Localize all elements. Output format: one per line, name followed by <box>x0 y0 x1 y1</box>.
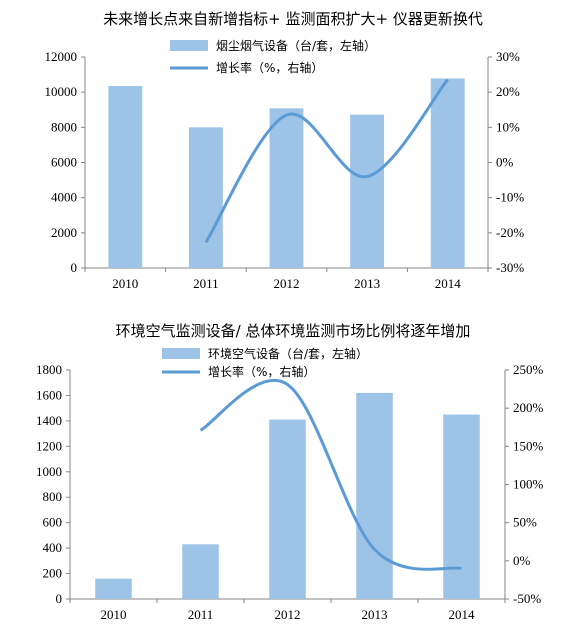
legend-bar-swatch <box>170 40 208 51</box>
left-axis-tick-label: 600 <box>43 515 63 530</box>
left-axis-tick-label: 1400 <box>36 413 62 428</box>
chart-title: 未来增长点来自新增指标+ 监测面积扩大+ 仪器更新换代 <box>103 10 483 28</box>
legend-bar-swatch <box>162 348 200 359</box>
bar <box>350 114 385 268</box>
bar <box>269 108 304 269</box>
right-axis-tick-label: 0% <box>496 155 514 170</box>
left-axis-tick-label: 1000 <box>36 464 62 479</box>
right-axis-tick-label: 30% <box>496 49 520 64</box>
bar <box>182 544 219 599</box>
left-axis-tick-label: 1600 <box>36 387 62 402</box>
right-axis-tick-label: 0% <box>513 553 531 568</box>
bar <box>269 419 306 599</box>
x-axis-tick-label: 2012 <box>275 607 301 622</box>
left-axis-tick-label: 12000 <box>45 49 78 64</box>
legend-bar-label: 烟尘烟气设备（台/套，左轴） <box>216 38 376 53</box>
legend-line-label: 增长率（%，右轴） <box>208 364 315 379</box>
x-axis-tick-label: 2011 <box>193 276 219 291</box>
x-axis-tick-label: 2010 <box>101 607 127 622</box>
left-axis-tick-label: 0 <box>56 591 63 606</box>
bar <box>356 392 393 599</box>
left-axis-tick-label: 6000 <box>51 155 77 170</box>
right-axis-tick-label: -30% <box>496 260 524 275</box>
left-axis-tick-label: 8000 <box>51 119 77 134</box>
right-axis-tick-label: 10% <box>496 119 520 134</box>
chart-canvas: 0 200 400 600 800 1000 1200 1400 1600 1800 -50% 0% 5… <box>36 346 544 622</box>
x-axis-tick-label: 2012 <box>274 276 300 291</box>
left-axis-tick-label: 4000 <box>51 190 77 205</box>
right-axis-tick-label: -20% <box>496 225 524 240</box>
left-axis-tick-label: 0 <box>71 260 78 275</box>
chart-ambient-air-equipment: 环境空气监测设备/ 总体环境监测市场比例将逐年增加 0 200 400 600 800 1… <box>0 312 586 631</box>
x-axis-tick-label: 2013 <box>362 607 388 622</box>
x-axis-tick-label: 2010 <box>112 276 138 291</box>
bar <box>430 78 465 269</box>
x-axis-tick-label: 2014 <box>449 607 476 622</box>
bar <box>95 578 132 599</box>
right-axis-tick-label: 50% <box>513 515 537 530</box>
growth-rate-line <box>199 378 462 571</box>
right-axis-tick-label: 200% <box>513 400 544 415</box>
left-axis-tick-label: 2000 <box>51 225 77 240</box>
bar <box>188 127 223 268</box>
bar <box>108 86 143 268</box>
left-axis-tick-label: 10000 <box>45 84 78 99</box>
left-axis-tick-label: 1200 <box>36 438 62 453</box>
left-axis-tick-label: 200 <box>43 566 63 581</box>
legend-bar-label: 环境空气设备（台/套，左轴） <box>208 346 368 361</box>
right-axis-tick-label: -50% <box>513 591 541 606</box>
left-axis-tick-label: 800 <box>43 489 63 504</box>
chart-dust-gas-equipment: 未来增长点来自新增指标+ 监测面积扩大+ 仪器更新换代 0 2000 4000 600… <box>0 0 586 305</box>
legend-line-label: 增长率（%，右轴） <box>216 60 323 75</box>
chart-title: 环境空气监测设备/ 总体环境监测市场比例将逐年增加 <box>115 322 471 340</box>
right-axis-tick-label: 20% <box>496 84 520 99</box>
x-axis-tick-label: 2014 <box>435 276 462 291</box>
x-axis-tick-label: 2013 <box>354 276 380 291</box>
right-axis-tick-label: 100% <box>513 477 544 492</box>
left-axis-tick-label: 400 <box>43 540 63 555</box>
growth-rate-line <box>204 78 449 244</box>
right-axis-tick-label: -10% <box>496 190 524 205</box>
bar <box>443 414 480 599</box>
left-axis-tick-label: 1800 <box>36 362 62 377</box>
x-axis-tick-label: 2011 <box>188 607 214 622</box>
right-axis-tick-label: 150% <box>513 438 544 453</box>
chart-canvas: 0 2000 4000 6000 8000 10000 12000 -30% -20% -10% 0… <box>45 38 525 291</box>
right-axis-tick-label: 250% <box>513 362 544 377</box>
